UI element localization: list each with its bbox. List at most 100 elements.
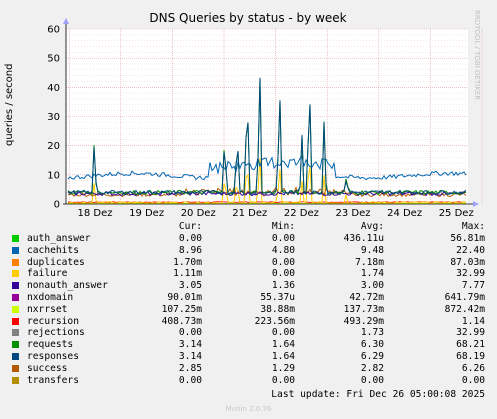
legend-min: 55.37u (260, 292, 295, 303)
legend-header-avg: Avg: (360, 221, 384, 232)
legend-min: 4.80 (271, 244, 295, 256)
legend-cur: 90.01m (167, 292, 202, 303)
legend-min: 0.00 (271, 233, 295, 244)
legend-row-nxdomain: nxdomain 90.01m 55.37u 42.72m 641.79m (0, 292, 497, 304)
legend-swatch (12, 376, 19, 384)
chart-title: DNS Queries by status - by week (149, 11, 346, 25)
legend-swatch (12, 258, 19, 266)
x-tick-label: 20 Dez (181, 208, 216, 219)
legend-avg: 137.73m (343, 303, 384, 315)
legend-avg: 436.11u (343, 233, 384, 244)
legend-min: 0.00 (271, 327, 295, 339)
y-axis-label: queries / second (4, 63, 15, 146)
legend-avg: 3.00 (360, 280, 384, 292)
legend-swatch (12, 235, 19, 242)
legend-min: 1.29 (271, 362, 295, 374)
legend-avg: 42.72m (349, 292, 384, 303)
legend-header-cur: Cur: (178, 221, 202, 232)
legend-row-transfers: transfers 0.00 0.00 0.00 0.00 (0, 375, 497, 387)
legend-row-requests: requests 3.14 1.64 6.30 68.21 (0, 339, 497, 351)
legend-swatch (12, 341, 19, 349)
legend-swatch (12, 364, 19, 372)
legend-max: 6.26 (461, 362, 485, 374)
legend-min: 0.00 (271, 256, 295, 268)
legend-cur: 2.85 (178, 362, 202, 374)
legend-name: recursion (27, 315, 79, 327)
series-line-failure (67, 158, 466, 205)
axes (63, 18, 479, 207)
legend-max: 0.00 (461, 374, 485, 386)
x-tick-label: 22 Dez (284, 208, 319, 219)
legend-max: 641.79m (444, 292, 485, 303)
legend-max: 22.40 (456, 244, 485, 256)
legend-swatch (12, 282, 19, 290)
legend-avg: 7.18m (355, 256, 384, 268)
legend-cur: 0.00 (178, 327, 202, 339)
legend-min: 1.36 (271, 280, 295, 292)
legend-min: 1.64 (271, 339, 295, 351)
legend-row-auth_answer: auth_answer 0.00 0.00 436.11u 56.81m (0, 233, 497, 245)
legend-cur: 107.25m (161, 303, 202, 315)
legend-row-failure: failure 1.11m 0.00 1.74 32.99 (0, 268, 497, 280)
legend-swatch (12, 329, 19, 337)
legend-header-max: Max: (461, 221, 485, 232)
legend-name: duplicates (27, 256, 85, 268)
legend-name: nxrrset (27, 303, 68, 315)
legend-max: 32.99 (456, 327, 485, 339)
y-tick-label: 40 (47, 83, 60, 94)
y-tick-label: 20 (47, 141, 60, 152)
tick-labels: 0 10 20 30 40 50 60 18 Dez 19 Dez 20 Dez 21 Dez 22 … (47, 25, 473, 220)
legend-name: transfers (27, 374, 79, 386)
legend-max: 68.19 (456, 351, 485, 362)
munin-credit: Munin 2.0.76 (225, 405, 272, 413)
legend-swatch (12, 294, 19, 301)
legend-row-nxrrset: nxrrset 107.25m 38.88m 137.73m 872.42m (0, 304, 497, 316)
legend-cur: 408.73m (161, 315, 202, 327)
y-tick-label: 50 (47, 54, 60, 65)
legend-min: 1.64 (271, 351, 295, 362)
legend-avg: 0.00 (360, 374, 384, 386)
x-tick-label: 23 Dez (335, 208, 370, 219)
legend-cur: 3.05 (178, 280, 202, 292)
y-tick-label: 60 (47, 25, 60, 36)
legend-min: 0.00 (271, 374, 295, 386)
legend-row-responses: responses 3.14 1.64 6.29 68.19 (0, 351, 497, 363)
legend-name: success (27, 362, 68, 374)
x-axis-arrow (473, 201, 479, 207)
legend-cur: 0.00 (178, 374, 202, 386)
legend-swatch (12, 246, 19, 254)
y-axis-arrow (63, 18, 69, 24)
legend-row-rejections: rejections 0.00 0.00 1.73 32.99 (0, 327, 497, 339)
legend-header: Cur: Min: Avg: Max: (0, 221, 497, 233)
legend-min: 0.00 (271, 268, 295, 280)
legend-name: nxdomain (27, 292, 74, 303)
legend-avg: 6.30 (360, 339, 384, 351)
legend-name: auth_answer (27, 233, 91, 244)
legend-row-success: success 2.85 1.29 2.82 6.26 (0, 363, 497, 375)
legend-cur: 1.70m (173, 256, 202, 268)
series-line-cachehits (67, 154, 467, 181)
legend-name: responses (27, 351, 79, 362)
legend-cur: 3.14 (178, 351, 202, 362)
rrdtool-credit: RRDTOOL / TOBI OETIKER (473, 10, 481, 101)
legend-name: failure (27, 268, 68, 280)
legend-min: 38.88m (260, 303, 295, 315)
legend-min: 223.56m (254, 315, 295, 327)
legend-max: 32.99 (456, 268, 485, 280)
series-line-responses (67, 77, 467, 196)
y-tick-label: 10 (47, 170, 60, 181)
legend-max: 872.42m (444, 303, 485, 315)
legend-max: 7.77 (461, 280, 485, 292)
last-update: Last update: Fri Dec 26 05:00:08 2025 (271, 389, 485, 400)
legend-max: 68.21 (456, 339, 485, 351)
legend-cur: 8.96 (178, 244, 202, 256)
legend-avg: 1.73 (360, 327, 384, 339)
grid (66, 28, 483, 204)
legend-cur: 0.00 (178, 233, 202, 244)
series-line-nonauth_answer (67, 191, 467, 197)
legend-name: requests (27, 339, 74, 351)
legend-row-duplicates: duplicates 1.70m 0.00 7.18m 87.03m (0, 257, 497, 269)
legend-name: rejections (27, 327, 85, 339)
legend-cur: 3.14 (178, 339, 202, 351)
